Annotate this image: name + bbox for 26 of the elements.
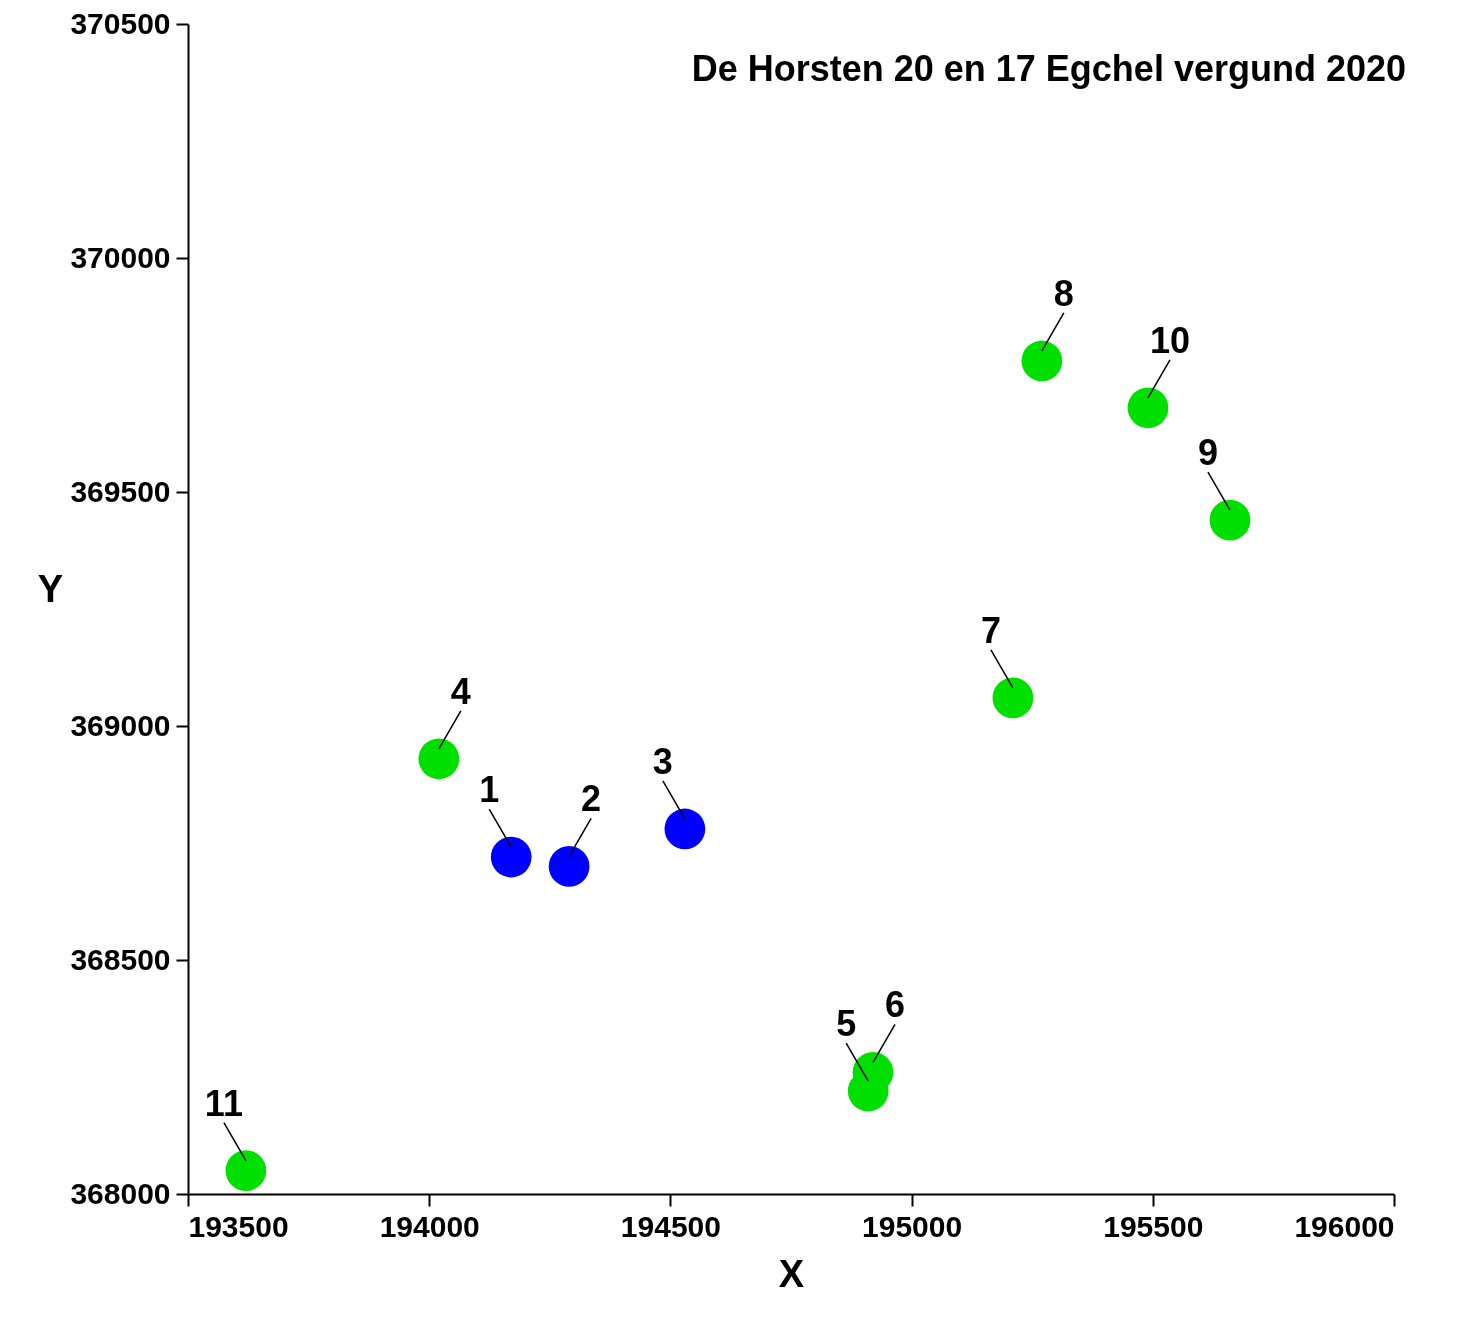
x-axis-title: X bbox=[778, 1252, 805, 1295]
x-tick-label: 195500 bbox=[1103, 1209, 1204, 1243]
y-tick-label: 368500 bbox=[70, 942, 171, 976]
annotation: 8 bbox=[1053, 272, 1074, 314]
x-tick-label: 194500 bbox=[620, 1209, 721, 1243]
annotation: 5 bbox=[836, 1003, 857, 1045]
text: De Horsten 20 en 17 Egchel vergund 2020 bbox=[691, 48, 1406, 89]
y-tick-label: 369000 bbox=[70, 708, 171, 742]
x-tick-label: 193500 bbox=[188, 1209, 289, 1243]
y-tick-label: 370500 bbox=[70, 6, 171, 40]
x-tick-label: 195000 bbox=[862, 1209, 963, 1243]
y-axis-title: Y bbox=[37, 567, 64, 610]
annotation: 7 bbox=[980, 609, 1001, 651]
annotation: 11 bbox=[204, 1082, 243, 1124]
y-tick-label: 370000 bbox=[70, 240, 171, 274]
annotation: 9 bbox=[1197, 432, 1218, 474]
annotation: 4 bbox=[450, 670, 471, 712]
y-tick-label: 369500 bbox=[70, 474, 171, 508]
annotation: 10 bbox=[1149, 319, 1190, 361]
y-tick-label: 368000 bbox=[70, 1176, 171, 1210]
annotation: 1 bbox=[479, 769, 500, 811]
x-tick-label: 194000 bbox=[379, 1209, 480, 1243]
annotation: 2 bbox=[581, 778, 602, 820]
annotation: 6 bbox=[884, 984, 906, 1026]
x-tick-label: 196000 bbox=[1294, 1209, 1395, 1243]
annotation: 3 bbox=[652, 740, 673, 782]
